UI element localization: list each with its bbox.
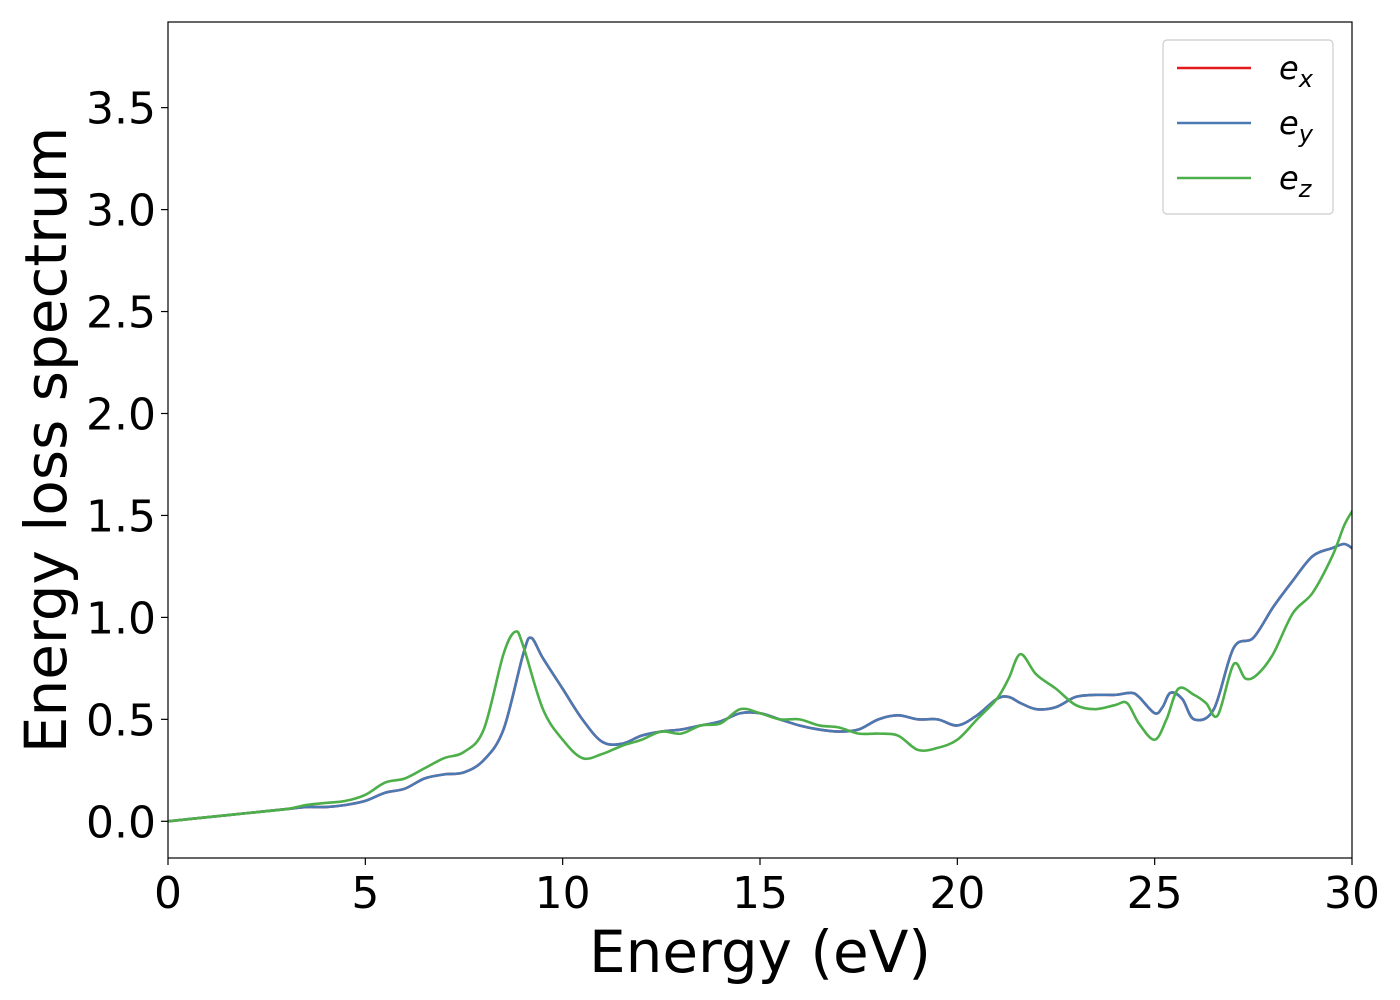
x-axis-ticks: 0 5 10 15 20 25 30 [154, 858, 1380, 919]
y-tick-label: 1.0 [86, 593, 156, 644]
plot-lines [168, 510, 1352, 823]
legend: ex ey ez [1162, 39, 1334, 215]
y-tick-label: 2.0 [86, 389, 156, 440]
y-tick-label: 0.5 [86, 695, 156, 746]
legend-label-ey: ey [1279, 104, 1314, 148]
x-tick-label: 20 [929, 868, 985, 919]
series-line-ex [168, 542, 1352, 823]
x-tick-label: 0 [154, 868, 182, 919]
legend-box [1162, 39, 1334, 215]
y-axis-label: Energy loss spectrum [12, 127, 80, 753]
y-axis-ticks: 0.0 0.5 1.0 1.5 2.0 2.5 3.0 3.5 [86, 84, 168, 848]
y-tick-label: 1.5 [86, 491, 156, 542]
x-tick-label: 10 [535, 868, 591, 919]
y-tick-label: 3.0 [86, 186, 156, 237]
x-axis-label: Energy (eV) [589, 918, 931, 986]
series-line-ez [168, 510, 1352, 823]
x-tick-label: 25 [1127, 868, 1183, 919]
y-tick-label: 2.5 [86, 288, 156, 339]
y-tick-label: 3.5 [86, 84, 156, 135]
x-tick-label: 30 [1324, 868, 1380, 919]
y-tick-label: 0.0 [86, 797, 156, 848]
x-tick-label: 5 [351, 868, 379, 919]
legend-label-ez: ez [1279, 159, 1313, 203]
x-tick-label: 15 [732, 868, 788, 919]
legend-label-ex: ex [1279, 49, 1314, 93]
series-line-ey [168, 542, 1352, 823]
